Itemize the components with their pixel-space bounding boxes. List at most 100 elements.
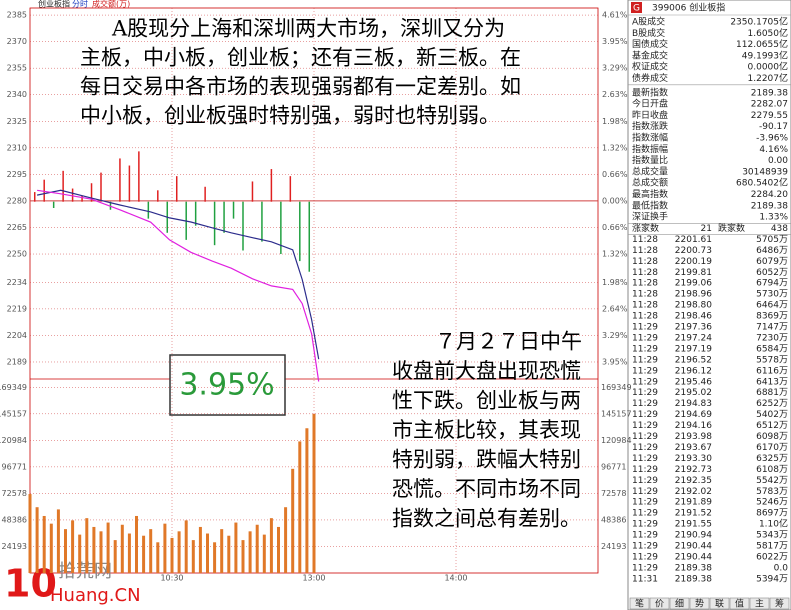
row-label: 指数涨跌 <box>632 120 668 132</box>
tick-volume: 6116万 <box>756 366 788 376</box>
pct-tick-label: 2.63% <box>602 90 628 99</box>
breadth-label: 涨家数 <box>632 222 659 234</box>
tick-price: 2195.02 <box>675 388 712 398</box>
tab-label[interactable]: 价 <box>655 599 664 610</box>
tick-time: 11:29 <box>632 487 658 497</box>
tab[interactable] <box>749 597 770 610</box>
volume-bar <box>156 542 160 573</box>
tab-label[interactable]: 主 <box>755 598 764 610</box>
row-label: 总成交量 <box>632 165 668 177</box>
tick-price: 2197.19 <box>675 344 712 354</box>
volume-bar <box>262 534 266 573</box>
volume-bar <box>213 542 217 573</box>
tab[interactable] <box>649 597 670 610</box>
tick-volume: 5542万 <box>756 476 788 486</box>
tab-label[interactable]: 筹 <box>775 598 784 610</box>
tab-label[interactable]: 笔 <box>635 598 644 610</box>
pct-tick-label: 0.66% <box>602 170 628 179</box>
tab[interactable] <box>629 597 650 610</box>
volume-bar <box>269 518 273 573</box>
pct-tick-label: 1.98% <box>602 278 628 287</box>
row-label: 国债成交 <box>632 38 668 50</box>
tick-price: 2194.83 <box>675 399 712 409</box>
tick-volume: 6512万 <box>756 421 788 431</box>
tick-time: 11:29 <box>632 355 658 365</box>
volume-bar <box>49 523 53 573</box>
overlay-text: 每日交易中各市场的表现强弱都有一定差别。如 <box>80 75 521 99</box>
tick-price: 2191.89 <box>675 498 712 508</box>
tab-label[interactable]: 势 <box>695 598 704 610</box>
tab[interactable] <box>669 597 690 610</box>
row-value: 0.0000亿 <box>748 61 789 73</box>
tab-label[interactable]: 细 <box>675 598 684 610</box>
chart-indicator[interactable]: 成交额(万) <box>92 0 130 9</box>
tick-price: 2193.30 <box>675 454 712 464</box>
tick-price: 2198.80 <box>675 301 712 311</box>
row-value: 2279.55 <box>751 111 788 121</box>
overlay-text: 性下跌。创业板与两 <box>392 389 581 413</box>
panel-code: 399006 创业板指 <box>652 2 725 14</box>
volume-bar <box>64 529 67 573</box>
vol-tick-label: 120984 <box>0 436 27 445</box>
tab-label[interactable]: 值 <box>735 598 744 610</box>
row-label: 深证换手 <box>632 211 668 223</box>
tab[interactable] <box>689 597 710 610</box>
row-label: B股成交 <box>632 27 665 39</box>
tick-volume: 6584万 <box>756 344 788 354</box>
row-value: 112.0655亿 <box>736 38 788 50</box>
volume-bar <box>277 526 280 573</box>
tick-price: 2200.73 <box>675 246 712 256</box>
pct-tick-label: 1.32% <box>602 143 628 152</box>
tick-time: 11:28 <box>632 279 658 289</box>
row-value: 1.6050亿 <box>748 27 789 39</box>
tick-price: 2196.12 <box>675 366 712 376</box>
tick-price: 2198.96 <box>675 290 712 300</box>
volume-bar <box>305 428 309 573</box>
y-tick-label: 2370 <box>7 37 27 46</box>
overlay-text: 收盘前大盘出现恐慌 <box>392 359 581 383</box>
tick-volume: 5705万 <box>756 235 788 245</box>
tick-price: 2198.46 <box>675 312 712 322</box>
tab[interactable] <box>769 597 790 610</box>
volume-bar <box>248 531 252 573</box>
volume-bar <box>312 413 316 573</box>
tick-price: 2193.67 <box>675 443 712 453</box>
tick-volume: 5343万 <box>756 531 788 541</box>
row-value: 49.1993亿 <box>742 49 788 61</box>
tick-time: 11:29 <box>632 542 658 552</box>
tick-time: 11:29 <box>632 333 658 343</box>
volume-bar <box>291 468 295 573</box>
volume-bar <box>241 540 245 573</box>
tab[interactable] <box>729 597 750 610</box>
row-value: 30148939 <box>742 167 788 177</box>
tick-volume: 6022万 <box>756 552 788 562</box>
row-value: 2350.1705亿 <box>730 16 788 28</box>
volume-bar <box>42 515 46 573</box>
breadth-up: 21 <box>701 224 712 234</box>
row-label: 指数振幅 <box>632 143 668 155</box>
tab[interactable] <box>709 597 730 610</box>
chart-mode[interactable]: 分时 <box>72 0 88 9</box>
pct-tick-label: 1.32% <box>602 250 628 259</box>
volume-bar <box>298 441 302 573</box>
tick-volume: 6170万 <box>756 443 788 453</box>
tick-price: 2191.52 <box>675 509 712 519</box>
volume-bar <box>120 524 124 573</box>
row-label: 指数涨幅 <box>632 132 668 144</box>
row-value: 680.5402亿 <box>736 177 788 189</box>
volume-bar <box>35 507 39 573</box>
tick-time: 11:29 <box>632 498 658 508</box>
volume-bar <box>85 518 89 573</box>
pct-tick-label: 3.95% <box>602 37 628 46</box>
tick-time: 11:29 <box>632 465 658 475</box>
vol-tick-label-right: 72578 <box>601 489 626 498</box>
tick-price: 2196.52 <box>675 355 712 365</box>
tick-price: 2194.69 <box>675 410 712 420</box>
tab-label[interactable]: 联 <box>715 599 724 610</box>
y-tick-label: 2219 <box>7 304 27 313</box>
badge-text: 3.95% <box>179 368 274 403</box>
row-label: 最高指数 <box>632 188 668 200</box>
tick-volume: 6881万 <box>756 388 788 398</box>
y-tick-label: 2265 <box>7 223 27 232</box>
